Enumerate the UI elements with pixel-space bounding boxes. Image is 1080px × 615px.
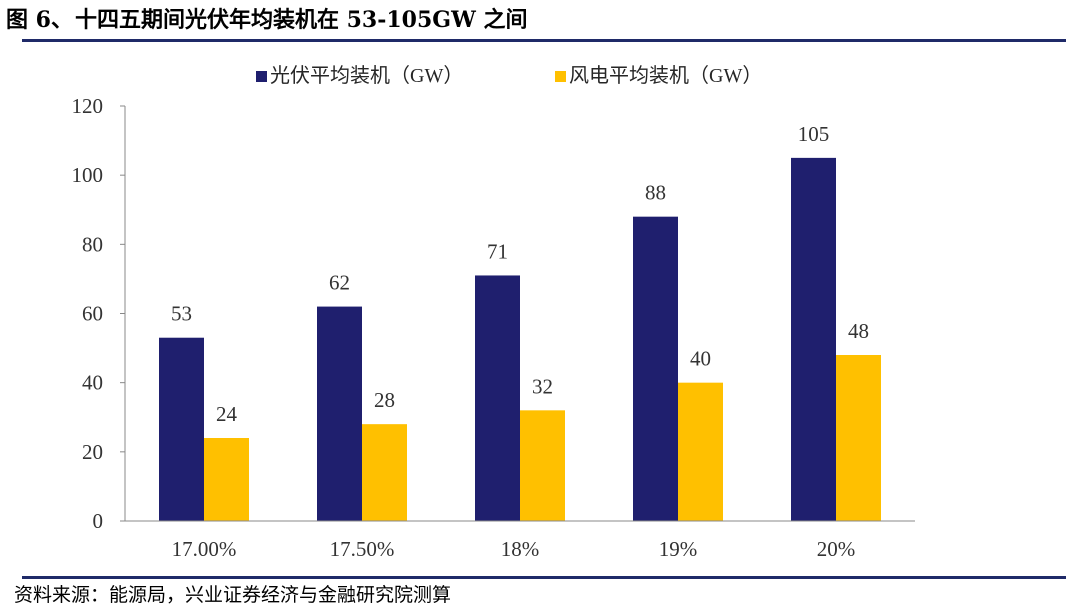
data-label: 105 [798,122,830,146]
bar [520,410,565,521]
y-tick-label: 120 [72,94,104,118]
legend-label: 光伏平均装机（GW） [270,64,463,87]
bar [633,216,678,521]
bar [678,382,723,521]
chart-legend: 光伏平均装机（GW） 风电平均装机（GW） [256,64,762,87]
y-tick-label: 0 [93,509,104,533]
source-rule [22,576,1066,579]
chart-bars [159,157,881,521]
bar-chart: 光伏平均装机（GW） 风电平均装机（GW） 0 20 40 60 80 100 120 53 2… [72,64,915,561]
data-label: 88 [645,181,666,205]
x-axis: 17.00% 17.50% 18% 19% 20% [125,520,915,561]
y-tick-label: 20 [82,440,103,464]
legend-swatch [256,71,267,82]
bar [317,306,362,521]
legend-swatch [555,71,566,82]
data-label: 40 [690,347,711,371]
x-tick-label: 17.00% [172,537,237,561]
data-label: 71 [487,239,508,263]
bar [159,337,204,521]
x-tick-label: 17.50% [330,537,395,561]
source-label: 资料来源： [14,584,110,606]
x-tick-label: 19% [659,537,698,561]
y-tick-label: 80 [82,232,103,256]
bar [836,355,881,521]
figure-title-text: 十四五期间光伏年均装机在 53-105GW 之间 [74,7,528,33]
y-axis: 0 20 40 60 80 100 120 [72,94,126,533]
figure-title: 图 6、十四五期间光伏年均装机在 53-105GW 之间 [6,2,527,38]
source-text: 能源局，兴业证券经济与金融研究院测算 [109,584,452,606]
bar [791,157,836,521]
source-note: 资料来源：能源局，兴业证券经济与金融研究院测算 [14,582,451,608]
bar [362,424,407,521]
data-label: 53 [171,302,192,326]
figure-label: 图 6、 [6,7,73,33]
y-tick-label: 100 [72,163,104,187]
bar [475,275,520,521]
data-label: 24 [216,402,238,426]
x-tick-label: 20% [817,537,856,561]
y-tick-label: 60 [82,302,103,326]
data-labels: 53 24 62 28 71 32 88 40 105 48 [171,122,869,426]
data-label: 62 [329,271,350,295]
bar [204,438,249,521]
y-tick-label: 40 [82,371,103,395]
data-label: 28 [374,388,395,412]
title-rule [22,39,1066,42]
x-tick-label: 18% [501,537,540,561]
legend-label: 风电平均装机（GW） [569,64,762,87]
data-label: 32 [532,374,553,398]
data-label: 48 [848,319,869,343]
